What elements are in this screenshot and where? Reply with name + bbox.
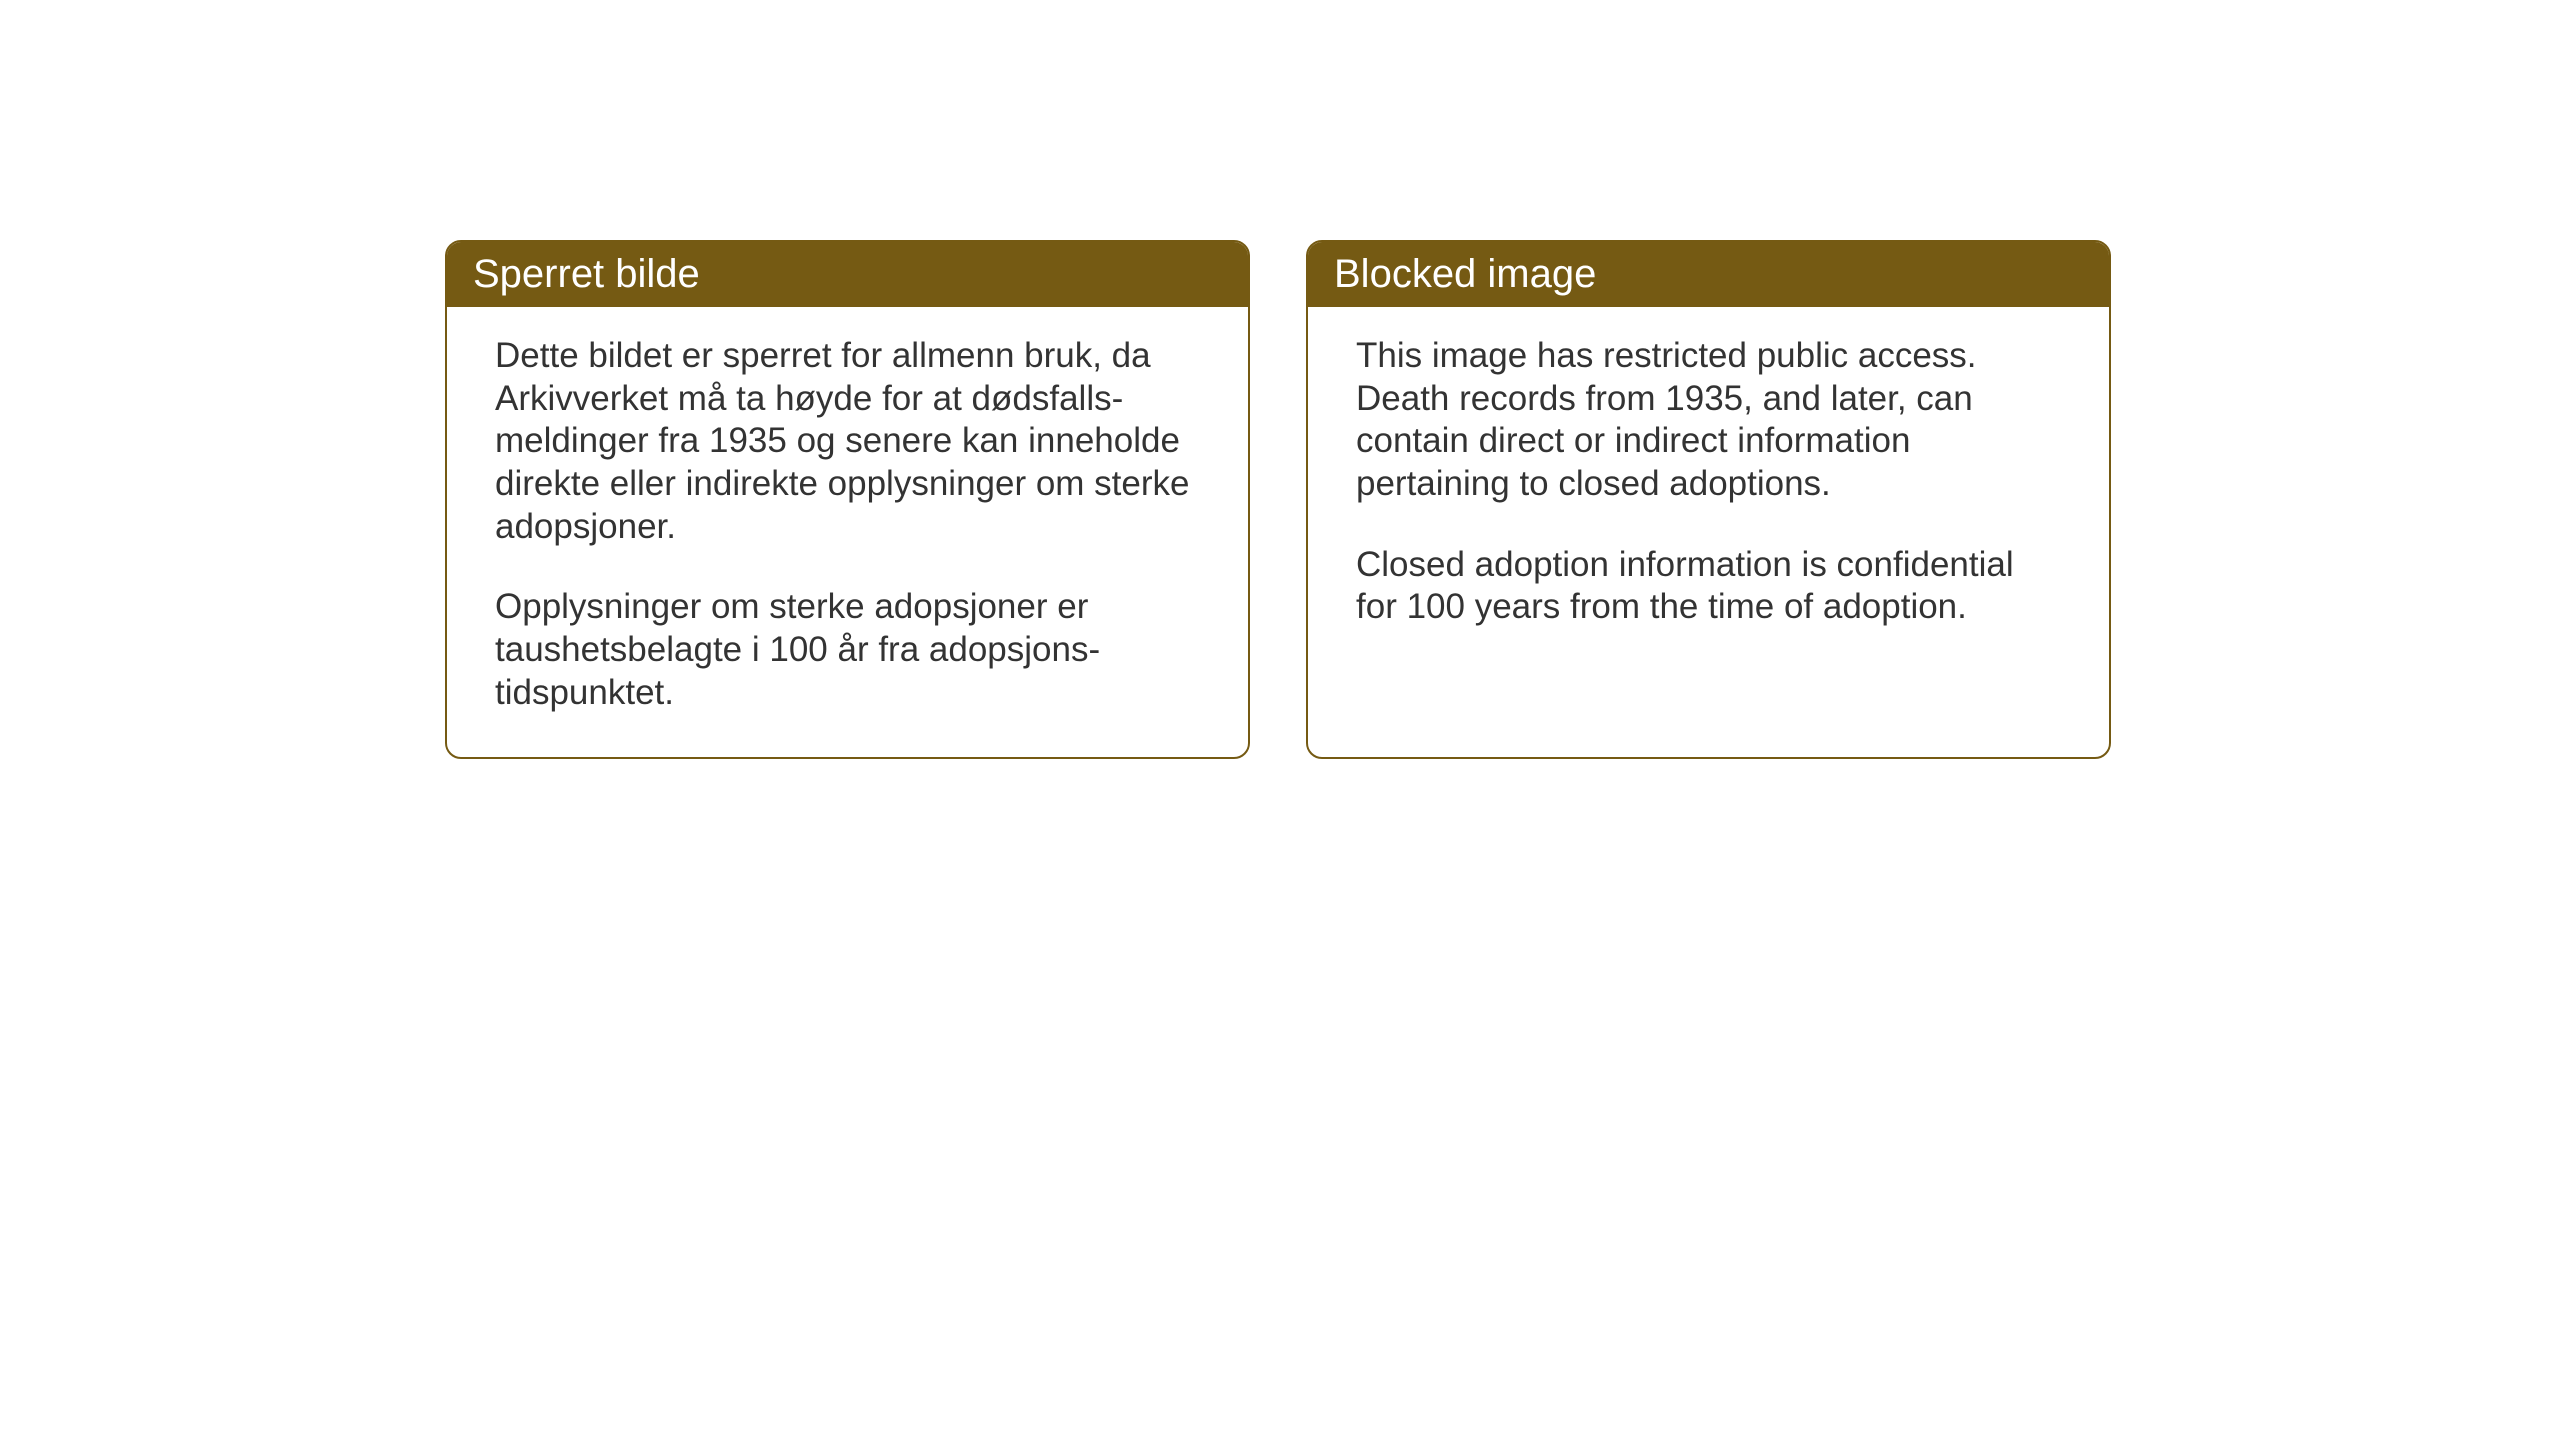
notice-paragraph-1-english: This image has restricted public access.… [1356,335,2061,506]
notice-paragraph-2-english: Closed adoption information is confident… [1356,544,2061,629]
notice-paragraph-1-norwegian: Dette bildet er sperret for allmenn bruk… [495,335,1200,548]
notice-title-norwegian: Sperret bilde [473,252,700,296]
notice-header-norwegian: Sperret bilde [447,242,1248,307]
notice-header-english: Blocked image [1308,242,2109,307]
notice-title-english: Blocked image [1334,252,1596,296]
notice-body-norwegian: Dette bildet er sperret for allmenn bruk… [447,307,1248,757]
notice-body-english: This image has restricted public access.… [1308,307,2109,757]
notice-container: Sperret bilde Dette bildet er sperret fo… [445,240,2111,759]
notice-paragraph-2-norwegian: Opplysninger om sterke adopsjoner er tau… [495,586,1200,714]
notice-card-english: Blocked image This image has restricted … [1306,240,2111,759]
notice-card-norwegian: Sperret bilde Dette bildet er sperret fo… [445,240,1250,759]
